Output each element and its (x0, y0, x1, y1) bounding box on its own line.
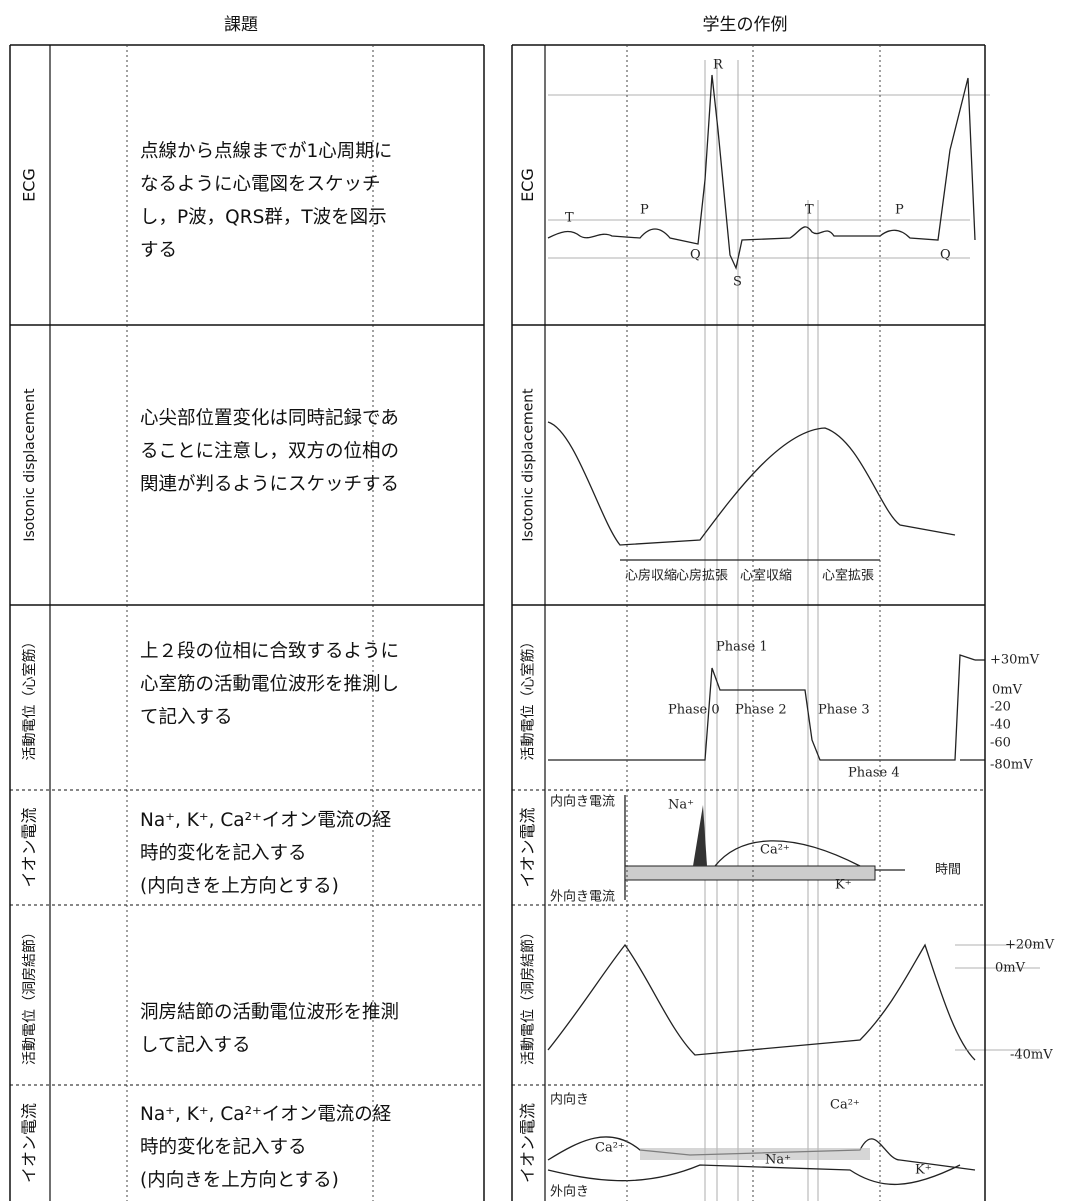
annotation: -40mV (1010, 1048, 1053, 1063)
annotation: R (713, 58, 724, 73)
row-label: 活動電位（心室筋） (520, 635, 537, 761)
annotation: 0mV (995, 961, 1026, 976)
annotation: Phase 0 (668, 703, 720, 718)
sketch-guides (548, 60, 990, 1201)
annotation: Phase 1 (716, 640, 768, 655)
ecg-sketch (548, 75, 975, 268)
task-text: Na⁺, K⁺, Ca²⁺イオン電流の経 (140, 810, 391, 831)
task-text: 関連が判るようにスケッチする (140, 474, 399, 495)
task-text: て記入する (140, 707, 233, 728)
header-task: 課題 (224, 15, 258, 35)
annotation: Ca²⁺ (830, 1098, 860, 1113)
annotation: 心室収縮 (740, 568, 792, 584)
task-text: 洞房結節の活動電位波形を推測 (140, 1002, 399, 1023)
task-text: 点線から点線までが1心周期に (140, 141, 392, 162)
annotation: Q (690, 248, 701, 263)
displacement-sketch (548, 422, 955, 545)
task-text: 時的変化を記入する (140, 1137, 307, 1158)
task-text: し，P波，QRS群，T波を図示 (140, 207, 387, 228)
annotation: K⁺ (915, 1163, 932, 1178)
task-text: ることに注意し，双方の位相の (140, 441, 399, 462)
annotation: Q (940, 248, 951, 263)
task-text: Na⁺, K⁺, Ca²⁺イオン電流の経 (140, 1104, 391, 1125)
task-text: する (140, 240, 177, 261)
header-example: 学生の作例 (703, 15, 788, 35)
hatch (640, 1148, 870, 1160)
annotation: 心房収縮 (625, 568, 677, 584)
row-label: イオン電流 (518, 807, 537, 887)
task-text: 上２段の位相に合致するように (140, 641, 399, 662)
annotation: Phase 4 (848, 766, 900, 781)
annotation: T (565, 211, 574, 226)
row-label: ECG (20, 168, 39, 202)
page: 課題 学生の作例 T P Q R S T P Q 心房収縮 心房拡張 心室収縮 … (0, 0, 1066, 1201)
annotation: +30mV (990, 653, 1040, 668)
annotation: 心房拡張 (676, 568, 728, 584)
task-text: 心尖部位置変化は同時記録であ (140, 408, 399, 429)
task-text: 時的変化を記入する (140, 843, 307, 864)
task-text: して記入する (140, 1035, 250, 1056)
annotation: -80mV (990, 758, 1033, 773)
row-label: イオン電流 (518, 1103, 537, 1183)
row-label: イオン電流 (20, 807, 39, 887)
annotation: -60 (990, 736, 1011, 751)
annotation: 時間 (935, 863, 961, 878)
task-text: (内向きを上方向とする) (140, 876, 339, 897)
annotation: T (805, 203, 814, 218)
annotation: 内向き (550, 1092, 589, 1108)
annotation: -20 (990, 700, 1011, 715)
annotation: 内向き電流 (550, 794, 615, 810)
row-label: 活動電位（洞房結節） (520, 925, 537, 1065)
row-label: 活動電位（心室筋） (21, 635, 38, 761)
row-label: Isotonic displacement (22, 388, 38, 542)
row-label: イオン電流 (20, 1103, 39, 1183)
row-label: ECG (518, 168, 537, 202)
annotation: Ca²⁺ (760, 843, 790, 858)
annotation: 心室拡張 (822, 568, 874, 584)
annotation: +20mV (1005, 938, 1055, 953)
annotation: 外向き (550, 1184, 589, 1200)
task-text: (内向きを上方向とする) (140, 1170, 339, 1191)
annotation: -40 (990, 718, 1011, 733)
annotation: Phase 3 (818, 703, 870, 718)
annotation: P (895, 203, 904, 218)
task-text: なるように心電図をスケッチ (140, 174, 381, 195)
annotation: Na⁺ (765, 1153, 791, 1168)
row-label: 活動電位（洞房結節） (21, 925, 38, 1065)
annotation: Phase 2 (735, 703, 787, 718)
annotation: P (640, 203, 649, 218)
task-text: 心室筋の活動電位波形を推測し (140, 674, 399, 695)
annotation: 0mV (992, 683, 1023, 698)
sa-ap-sketch (548, 945, 975, 1060)
annotation: 外向き電流 (550, 889, 615, 905)
annotation: S (733, 275, 742, 290)
row-label: Isotonic displacement (521, 388, 537, 542)
annotation: Ca²⁺ (595, 1141, 625, 1156)
annotation: K⁺ (835, 878, 852, 893)
annotations: T P Q R S T P Q 心房収縮 心房拡張 心室収縮 心室拡張 Phas… (550, 58, 1055, 1200)
annotation: Na⁺ (668, 798, 694, 813)
